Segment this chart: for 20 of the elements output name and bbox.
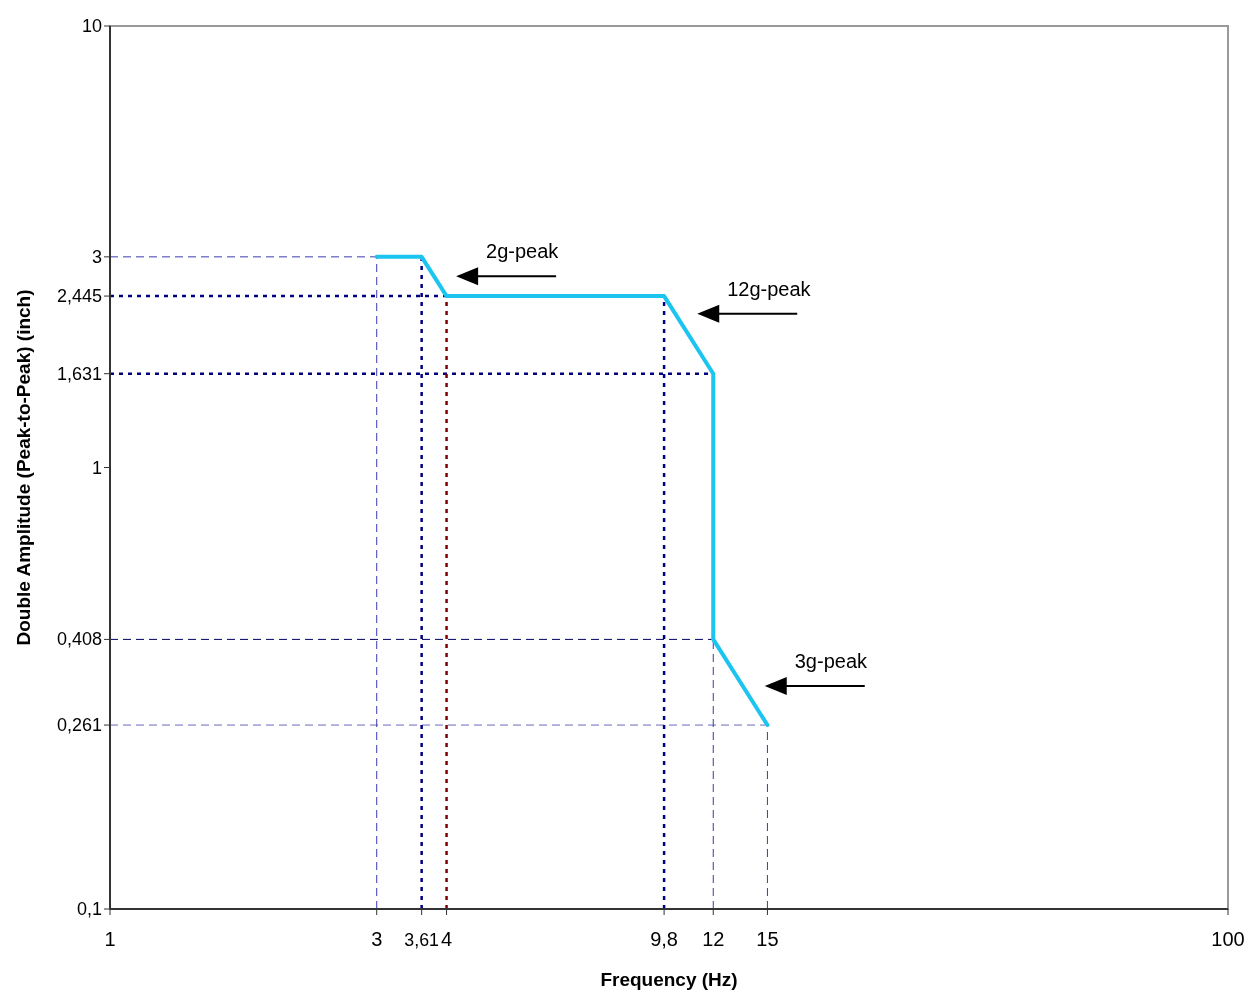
y-tick-label: 1,631 [56, 363, 102, 384]
y-tick-label: 3 [91, 246, 102, 267]
x-tick-label: 3 [371, 928, 383, 950]
annotation: 3g-peak [794, 649, 869, 672]
y-tick-label: 2,445 [56, 286, 102, 307]
x-tick-label: 3,61 [404, 930, 440, 950]
x-tick-label: 9,8 [650, 928, 678, 950]
y-tick-label: 10 [81, 16, 102, 36]
y-tick-label: 0,261 [56, 715, 102, 736]
y-axis-title: Double Amplitude (Peak-to-Peak) (inch) [13, 289, 34, 646]
x-axis-title: Frequency (Hz) [600, 969, 738, 990]
y-tick-label: 1 [91, 457, 102, 478]
x-tick-label: 15 [756, 928, 779, 950]
y-tick-label: 0,408 [56, 629, 102, 650]
y-tick-label: 0,1 [76, 899, 102, 919]
x-tick-label: 12 [702, 928, 725, 950]
annotation: 2g-peak [486, 240, 560, 263]
x-tick-label: 100 [1211, 928, 1245, 950]
x-tick-label: 4 [440, 928, 453, 950]
annotation: 12g-peak [727, 277, 812, 300]
